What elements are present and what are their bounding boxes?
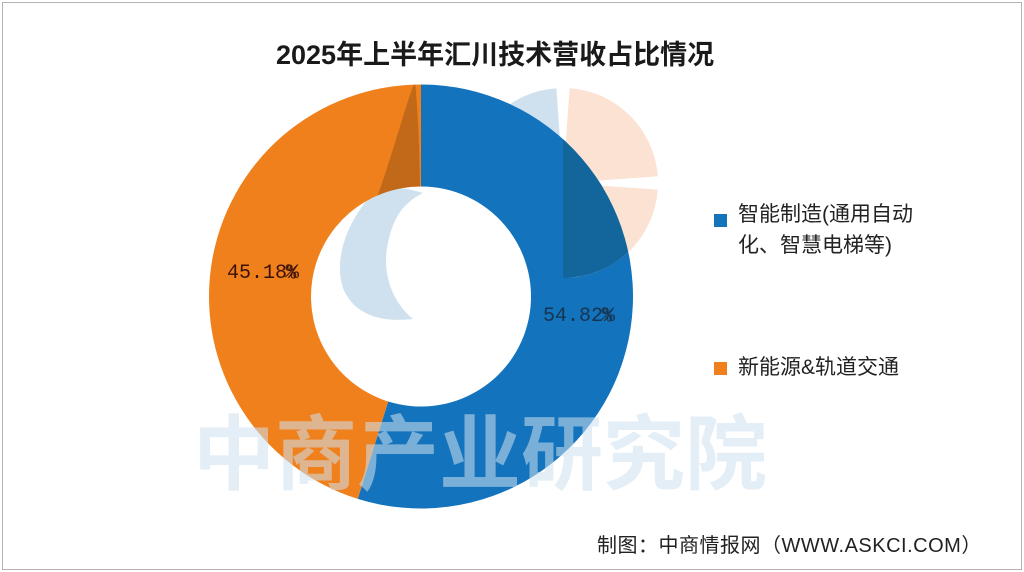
svg-text:中商产业研究院: 中商产业研究院 <box>193 388 767 507</box>
